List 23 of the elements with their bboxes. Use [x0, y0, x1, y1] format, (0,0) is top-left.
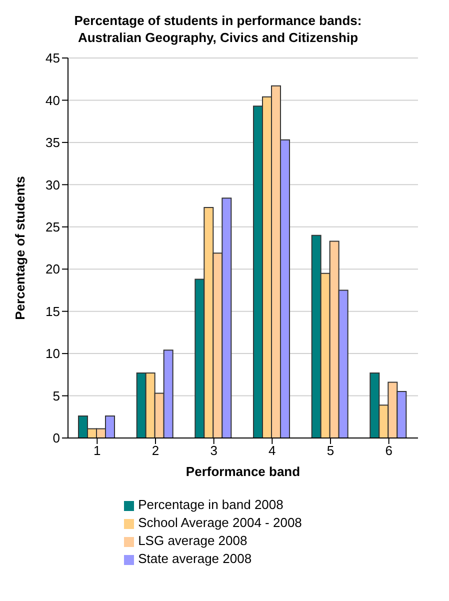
x-tick-label: 6	[385, 443, 392, 458]
y-tick-label: 40	[46, 92, 60, 108]
x-tick-label: 1	[94, 443, 101, 458]
x-axis-title: Performance band	[186, 464, 300, 479]
chart-title: Percentage of students in performance bands: Australian Geography, Civics and Citizenship	[73, 12, 363, 47]
x-tick-label: 4	[268, 443, 276, 458]
y-tick-label: 25	[46, 220, 60, 235]
legend-label: Percentage in band 2008	[138, 497, 284, 512]
legend-label: LSG average 2008	[138, 533, 248, 548]
legend-label: School Average 2004 - 2008	[138, 515, 302, 530]
x-tick-label: 3	[210, 443, 218, 458]
y-tick-label: 35	[46, 135, 60, 150]
y-tick-label: 45	[46, 50, 60, 66]
y-tick-label: 30	[46, 177, 60, 192]
y-tick-label: 5	[52, 388, 60, 404]
y-tick-label: 0	[52, 430, 60, 446]
y-tick-label: 20	[46, 262, 60, 277]
y-tick-label: 15	[46, 304, 60, 319]
y-axis-title: Percentage of students	[12, 176, 28, 320]
legend-label: State average 2008	[138, 551, 252, 566]
x-tick-label: 2	[152, 443, 160, 458]
x-tick-label: 5	[326, 443, 334, 458]
y-tick-label: 10	[46, 346, 60, 362]
